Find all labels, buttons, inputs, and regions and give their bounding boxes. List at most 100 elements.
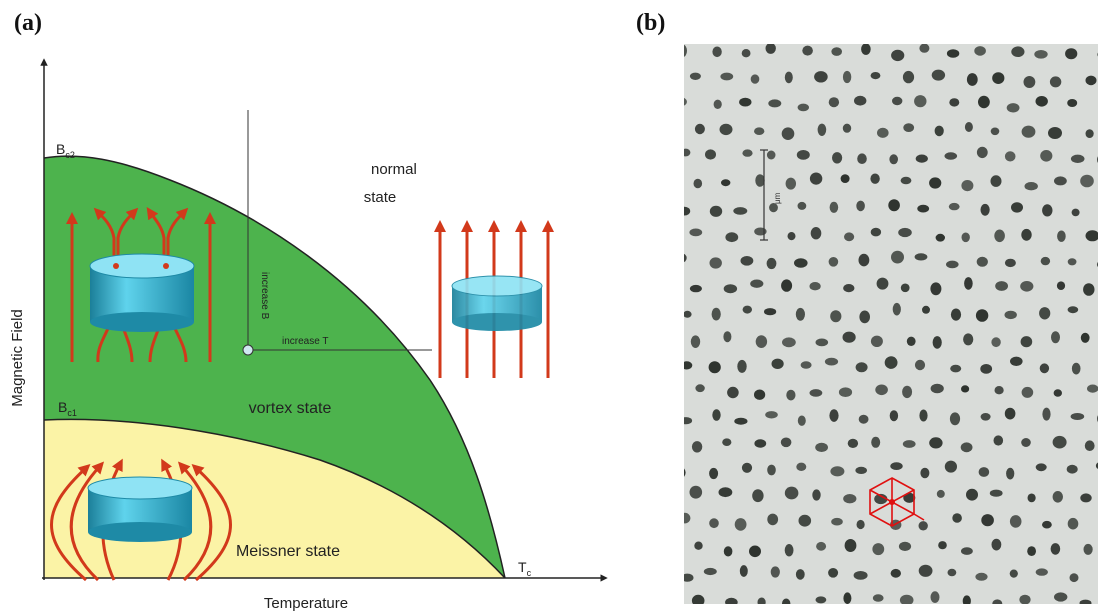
- vortex-dot: [976, 256, 988, 267]
- vortex-dot: [995, 281, 1008, 291]
- vortex-dot: [1067, 258, 1077, 266]
- vortex-dot: [749, 545, 761, 558]
- vortex-dot: [929, 177, 942, 189]
- vortex-dot: [1042, 407, 1051, 421]
- vortex-dot: [1004, 407, 1016, 420]
- vortex-dot: [890, 568, 901, 578]
- vortex-dot: [1035, 463, 1047, 472]
- vortex-dot: [1066, 464, 1078, 474]
- vortex-dot: [992, 72, 1005, 84]
- vortex-dot: [844, 232, 855, 242]
- vortex-dot: [737, 359, 747, 373]
- vortex-dot: [740, 256, 754, 266]
- vortex-dot: [856, 200, 865, 212]
- vortex-dot: [795, 307, 805, 321]
- vortex-dot: [931, 69, 946, 81]
- vortex-dot: [1080, 174, 1094, 188]
- vortex-dot: [718, 487, 733, 498]
- vortex-dot: [946, 260, 959, 269]
- vortex-dot: [757, 597, 766, 604]
- vortex-dot: [752, 489, 764, 503]
- vortex-dot: [690, 335, 701, 349]
- vortex-dot: [796, 150, 810, 160]
- vortex-dot: [733, 207, 748, 215]
- vortex-dot: [770, 566, 780, 578]
- normal-sample-cylinder: [451, 275, 543, 331]
- vortex-dot: [780, 437, 792, 448]
- vortex-dot: [932, 336, 942, 349]
- vortex-dot: [809, 172, 823, 185]
- vortex-dot: [741, 49, 751, 58]
- vortex-dot: [828, 97, 840, 108]
- vortex-dot: [1054, 592, 1068, 602]
- vortex-dot: [961, 547, 973, 555]
- vortex-dot: [828, 568, 839, 578]
- vortex-dot: [1009, 515, 1022, 528]
- vortex-dot: [859, 310, 870, 324]
- vortex-dot: [914, 95, 927, 108]
- vortex-dot: [1024, 182, 1038, 191]
- vortex-dot: [812, 489, 821, 501]
- vortex-dot: [782, 598, 791, 604]
- vortex-dot: [832, 152, 843, 164]
- vortex-dot: [720, 72, 734, 81]
- vortex-dot: [914, 253, 928, 261]
- vortex-dot: [765, 44, 776, 54]
- vortex-dot: [723, 546, 733, 557]
- vortex-dot: [786, 389, 796, 401]
- vortex-dot: [930, 591, 940, 603]
- vortex-dot: [906, 336, 916, 346]
- vortex-dot: [1071, 362, 1081, 375]
- vortex-dot: [898, 227, 912, 238]
- vortex-dot: [802, 45, 813, 56]
- vortex-dot: [769, 203, 778, 213]
- vortex-dot: [709, 257, 722, 269]
- vortex-dot: [1085, 75, 1097, 86]
- vortex-dot: [980, 413, 991, 421]
- vortex-dot: [684, 512, 691, 524]
- vortex-dot: [784, 486, 799, 500]
- vortex-dot: [684, 97, 687, 106]
- vortex-dot: [1010, 356, 1023, 366]
- increase-b-label: increase B: [259, 272, 270, 320]
- vortex-dot: [695, 384, 705, 393]
- vortex-dot: [1039, 307, 1051, 320]
- vortex-dot: [831, 517, 843, 526]
- vortex-dot: [830, 310, 842, 323]
- vortex-dot: [949, 98, 960, 107]
- vortex-dot: [800, 361, 812, 369]
- vortex-dot: [992, 599, 1003, 604]
- vortex-dot: [721, 179, 731, 187]
- vortex-dot: [1070, 154, 1085, 163]
- vortex-dot: [902, 385, 913, 399]
- vortex-dot: [854, 95, 867, 106]
- vortex-dot: [858, 414, 869, 424]
- meissner-state-label: Meissner state: [236, 543, 340, 560]
- vortex-dot: [975, 572, 988, 581]
- vortex-dot: [766, 257, 777, 270]
- vortex-dot: [689, 72, 701, 80]
- vortex-dot: [1054, 176, 1067, 186]
- vortex-dot: [1087, 384, 1098, 393]
- vortex-dot: [843, 592, 852, 604]
- vortex-dot: [888, 199, 900, 212]
- vortex-dot: [1097, 156, 1098, 163]
- vortex-dot: [1083, 283, 1095, 296]
- vortex-dot: [855, 362, 868, 373]
- vortex-dot: [902, 440, 916, 448]
- vortex-dot: [727, 386, 739, 399]
- vortex-dot: [1049, 76, 1062, 88]
- vortex-dot: [1085, 129, 1094, 138]
- vortex-dot: [843, 494, 857, 504]
- vortex-dot: [797, 201, 807, 210]
- vortex-dot: [842, 331, 856, 343]
- vortex-dot: [1021, 125, 1036, 138]
- vortex-dot: [694, 541, 703, 550]
- panel-label-b: (b): [636, 10, 666, 36]
- vortex-dot: [816, 541, 827, 551]
- vortex-dot: [961, 180, 974, 192]
- vortex-dot: [814, 71, 828, 83]
- vortex-dot: [960, 442, 973, 453]
- vortex-dot: [767, 513, 779, 526]
- vortex-dot: [1027, 493, 1036, 503]
